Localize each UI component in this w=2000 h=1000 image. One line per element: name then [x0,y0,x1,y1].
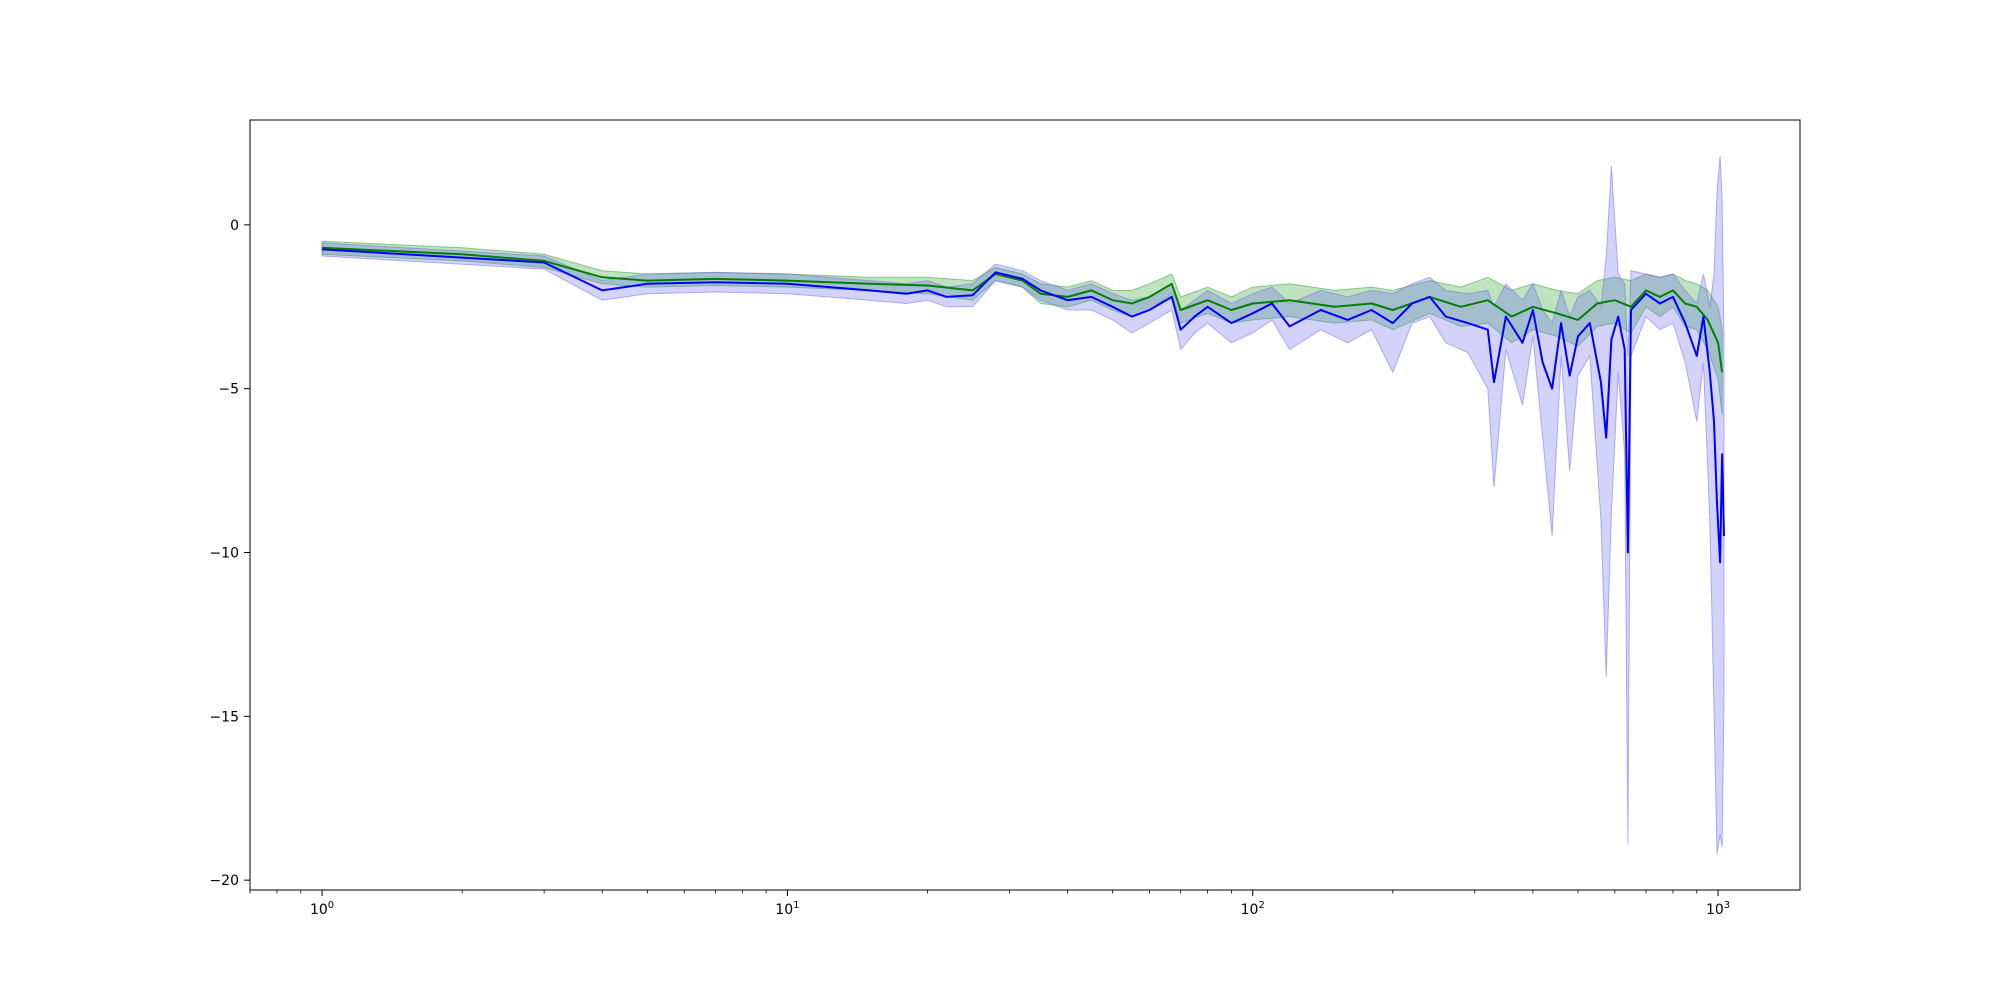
y-tick-label: 0 [230,218,239,234]
bands [321,155,1725,855]
series-2-line [322,248,1725,564]
y-tick-label: −10 [209,546,239,562]
lines [322,246,1725,564]
x-axis: 100 101 102 103 [249,890,1730,918]
y-axis: 0 −5 −10 −15 −20 [209,218,250,889]
y-tick-label: −5 [218,382,239,398]
y-tick-label: −15 [209,709,239,725]
plot-frame [249,119,1801,891]
x-tick-label: 102 [1241,900,1265,918]
x-tick-label: 101 [775,900,799,918]
series-1-band [321,240,1723,415]
x-tick-label: 100 [310,900,334,918]
series-1-line [322,246,1724,373]
series-2-band [321,155,1725,855]
y-tick-label: −20 [209,873,239,889]
x-tick-label: 103 [1706,900,1730,918]
